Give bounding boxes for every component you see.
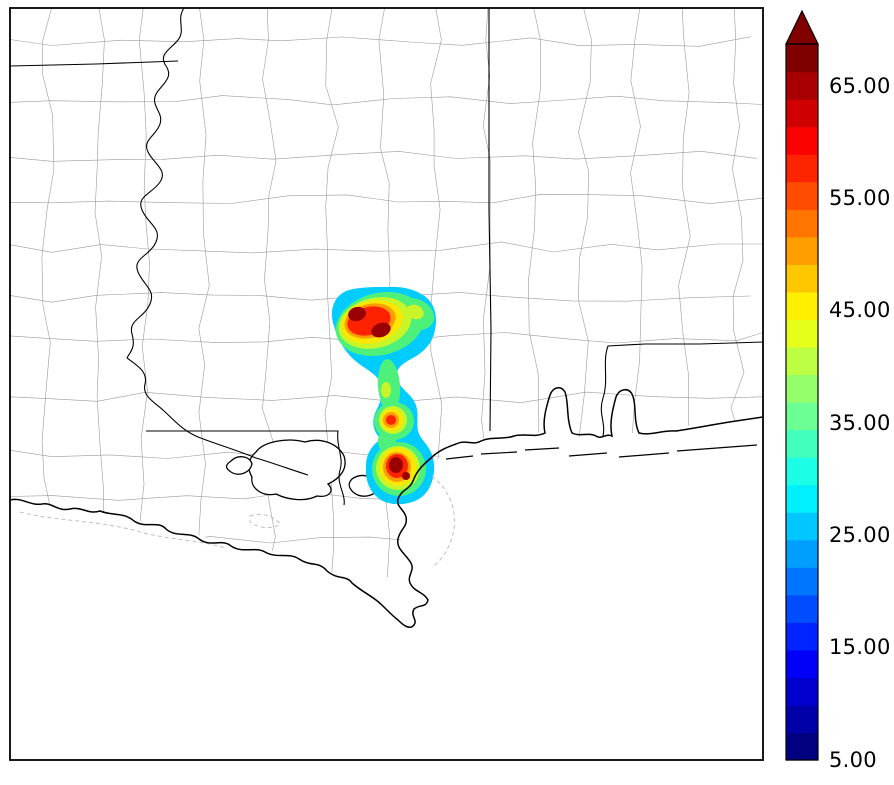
- lake-maurepas: [225, 456, 253, 475]
- mississippi-river-lower: [126, 357, 309, 476]
- state-border-ms-al: [488, 8, 492, 432]
- echo-level-darkred: [348, 306, 410, 480]
- gulf-coastline: [10, 387, 763, 628]
- colorbar-tick-25: 25.00: [829, 523, 891, 547]
- radar-echo-overlay: [331, 286, 436, 505]
- state-border-al-fl: [600, 341, 763, 437]
- colorbar-tick-55: 55.00: [829, 186, 891, 210]
- lake-pontchartrain: [248, 439, 346, 501]
- colorbar: [785, 9, 819, 761]
- mississippi-river-upper: [126, 8, 185, 359]
- colorbar-extend-arrow: [785, 9, 819, 45]
- coastline: [10, 387, 763, 628]
- colorbar-tick-45: 45.00: [829, 298, 891, 322]
- barrier-islands: [445, 444, 758, 460]
- state-border-north: [10, 60, 179, 67]
- state-boundaries: [10, 8, 763, 506]
- colorbar-tick-5: 5.00: [829, 748, 877, 772]
- marsh-dashed-lines: [19, 475, 455, 568]
- colorbar-tick-65: 65.00: [829, 74, 891, 98]
- colorbar-tick-35: 35.00: [829, 411, 891, 435]
- colorbar-tick-15: 15.00: [829, 635, 891, 659]
- colorbar-frame: [785, 43, 819, 761]
- map-frame: [9, 7, 764, 761]
- lakes: [225, 439, 380, 501]
- state-border-la-ms: [146, 430, 345, 506]
- colorbar-gradient: [786, 44, 818, 761]
